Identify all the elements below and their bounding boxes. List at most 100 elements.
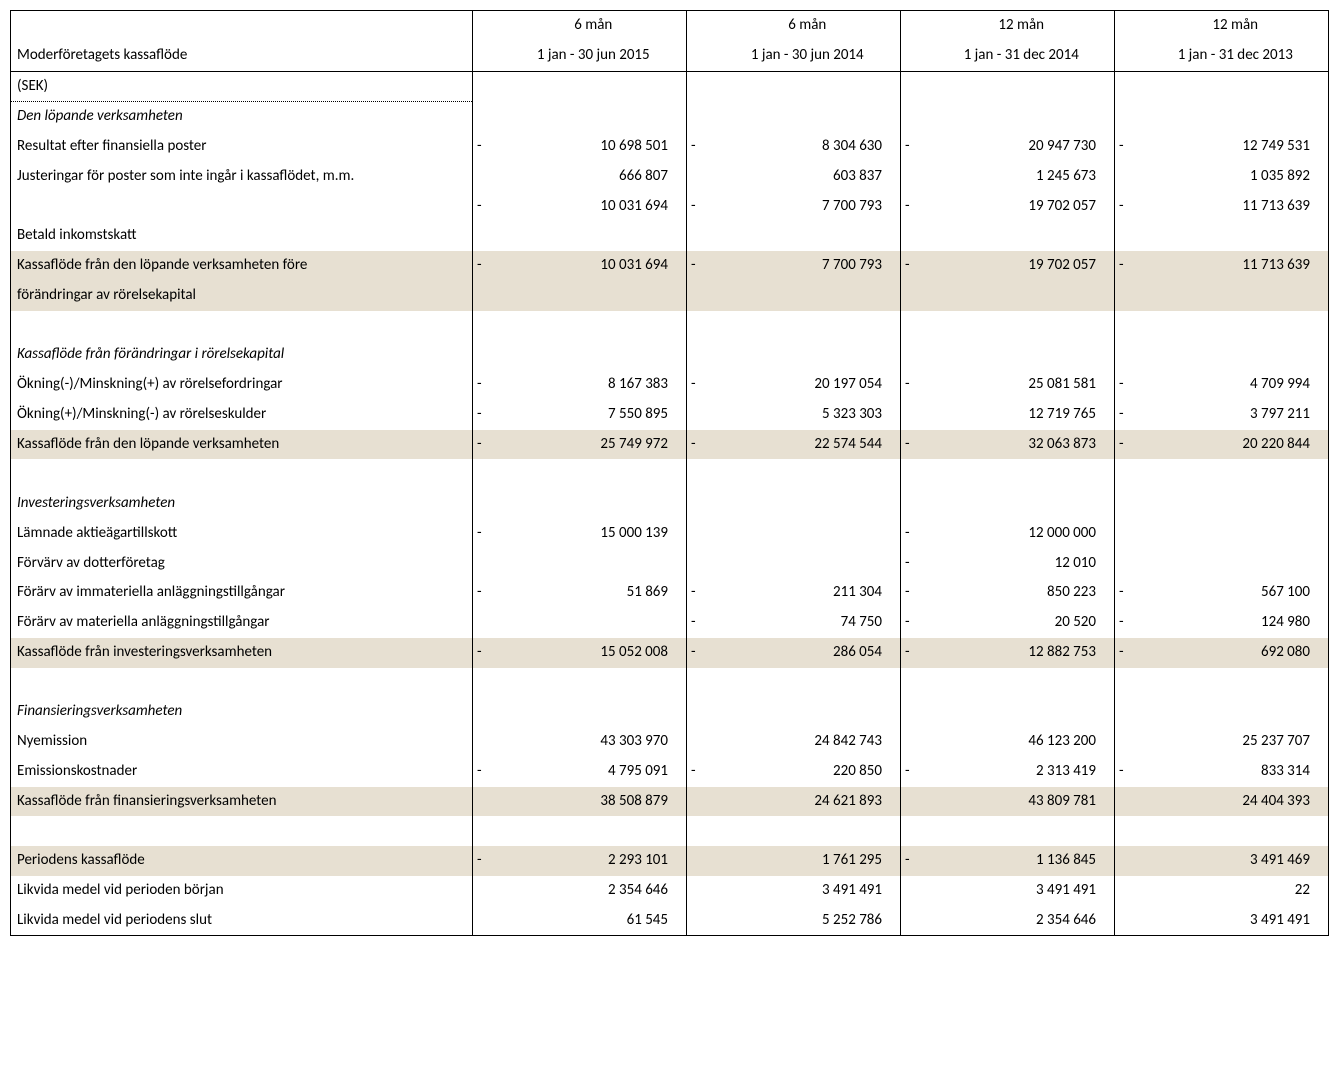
row-label: Förärv av materiella anläggningstillgång… (11, 608, 473, 638)
row-label: Betald inkomstskatt (11, 221, 473, 251)
row-label: Ökning(+)/Minskning(-) av rörelseskulder (11, 400, 473, 430)
row-label: Förvärv av dotterföretag (11, 549, 473, 579)
row-label: Nyemission (11, 727, 473, 757)
value: 286 054 (715, 638, 901, 668)
hdr-blank (11, 11, 473, 41)
unit-label: (SEK) (11, 71, 473, 102)
value: 211 304 (715, 578, 901, 608)
row-label: Emissionskostnader (11, 757, 473, 787)
value: 7 700 793 (715, 251, 901, 281)
value: 603 837 (715, 162, 901, 192)
row-label-cont: förändringar av rörelsekapital (11, 281, 473, 311)
value-sign (473, 787, 501, 817)
value: 4 709 994 (1143, 370, 1329, 400)
value-sign: - (473, 638, 501, 668)
value: 15 052 008 (501, 638, 687, 668)
value: 20 520 (929, 608, 1115, 638)
value-sign: - (1115, 757, 1143, 787)
row-label: Kassaflöde från finansieringsverksamhete… (11, 787, 473, 817)
value-sign (687, 727, 715, 757)
value: 51 869 (501, 578, 687, 608)
value-sign: - (687, 370, 715, 400)
row-label: Periodens kassaflöde (11, 846, 473, 876)
value: 12 010 (929, 549, 1115, 579)
value-sign (901, 906, 929, 936)
blank (11, 311, 473, 341)
value: 1 136 845 (929, 846, 1115, 876)
value-sign (687, 549, 715, 579)
value: 124 980 (1143, 608, 1329, 638)
blank (11, 816, 473, 846)
value: 10 698 501 (501, 132, 687, 162)
value-sign (901, 787, 929, 817)
value: 2 293 101 (501, 846, 687, 876)
period-duration: 12 mån (1143, 11, 1329, 41)
value: 61 545 (501, 906, 687, 936)
value-sign: - (901, 430, 929, 460)
value-sign: - (687, 578, 715, 608)
value-sign (901, 162, 929, 192)
value (715, 519, 901, 549)
value-sign: - (473, 132, 501, 162)
period-duration: 6 mån (501, 11, 687, 41)
value-sign: - (901, 608, 929, 638)
value: 850 223 (929, 578, 1115, 608)
value-sign (687, 906, 715, 936)
value: 3 797 211 (1143, 400, 1329, 430)
value-sign (1115, 221, 1143, 251)
value-sign (687, 162, 715, 192)
value: 43 809 781 (929, 787, 1115, 817)
value: 7 550 895 (501, 400, 687, 430)
value-sign: - (473, 251, 501, 281)
value: 11 713 639 (1143, 192, 1329, 222)
period-range: 1 jan - 30 jun 2015 (501, 41, 687, 71)
value: 19 702 057 (929, 192, 1115, 222)
value-sign (687, 846, 715, 876)
value-sign: - (687, 132, 715, 162)
value (715, 221, 901, 251)
value-sign (1115, 162, 1143, 192)
row-label: Lämnade aktieägartillskott (11, 519, 473, 549)
value-sign: - (901, 192, 929, 222)
value-sign (687, 400, 715, 430)
value: 15 000 139 (501, 519, 687, 549)
value: 10 031 694 (501, 192, 687, 222)
row-label: Ökning(-)/Minskning(+) av rörelsefordrin… (11, 370, 473, 400)
period-range: 1 jan - 31 dec 2014 (929, 41, 1115, 71)
value-sign: - (1115, 638, 1143, 668)
row-label: Kassaflöde från den löpande verksamheten (11, 430, 473, 460)
value-sign (473, 727, 501, 757)
value-sign: - (901, 251, 929, 281)
value-sign (1115, 549, 1143, 579)
value: 10 031 694 (501, 251, 687, 281)
value-sign (687, 519, 715, 549)
value-sign (687, 221, 715, 251)
value: 2 354 646 (501, 876, 687, 906)
value-sign (473, 876, 501, 906)
period-range: 1 jan - 31 dec 2013 (1143, 41, 1329, 71)
value-sign (473, 549, 501, 579)
blank (11, 459, 473, 489)
value: 11 713 639 (1143, 251, 1329, 281)
value: 1 245 673 (929, 162, 1115, 192)
value (501, 608, 687, 638)
value: 5 323 303 (715, 400, 901, 430)
section-heading: Kassaflöde från förändringar i rörelseka… (11, 340, 473, 370)
value-sign (1115, 787, 1143, 817)
value: 666 807 (501, 162, 687, 192)
value-sign: - (687, 757, 715, 787)
value (501, 221, 687, 251)
value: 25 081 581 (929, 370, 1115, 400)
value-sign: - (473, 192, 501, 222)
value-sign: - (687, 192, 715, 222)
value: 25 237 707 (1143, 727, 1329, 757)
value-sign (1115, 846, 1143, 876)
period-duration: 6 mån (715, 11, 901, 41)
value-sign (473, 906, 501, 936)
value-sign: - (1115, 192, 1143, 222)
value-sign: - (473, 430, 501, 460)
section-heading: Den löpande verksamheten (11, 102, 473, 132)
value: 833 314 (1143, 757, 1329, 787)
value: 22 (1143, 876, 1329, 906)
value: 7 700 793 (715, 192, 901, 222)
